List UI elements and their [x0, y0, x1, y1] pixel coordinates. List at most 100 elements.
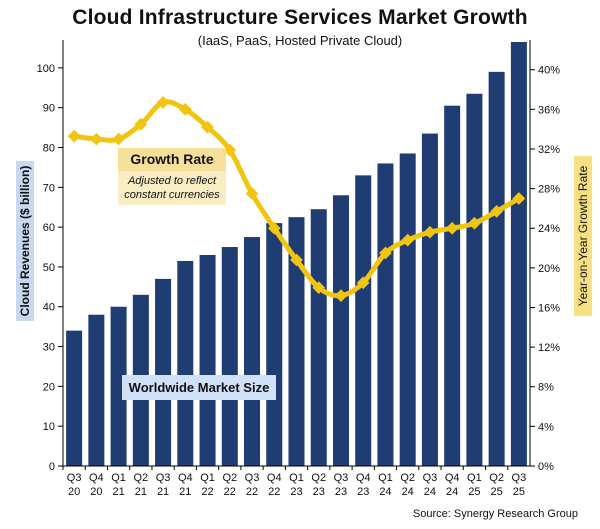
growth-rate-point [401, 233, 415, 247]
x-tick-label: Q4 [267, 472, 282, 484]
x-tick-label: 25 [513, 486, 525, 498]
x-tick-label: 22 [246, 486, 258, 498]
x-tick-label: Q3 [423, 472, 438, 484]
x-tick-label: 22 [201, 486, 213, 498]
x-tick-label: Q3 [512, 472, 527, 484]
chart-title: Cloud Infrastructure Services Market Gro… [72, 6, 528, 29]
y-tick-label: 60 [43, 222, 55, 234]
growth-rate-label: Growth Rate [118, 148, 226, 171]
bar [310, 209, 327, 466]
x-tick-label: 20 [90, 486, 102, 498]
y2-tick-label: 8% [538, 382, 554, 394]
growth-rate-point [178, 102, 192, 116]
market-size-label: Worldwide Market Size [122, 375, 276, 400]
y2-tick-label: 0% [538, 461, 554, 473]
growth-rate-point [379, 246, 392, 260]
growth-rate-point [67, 129, 81, 143]
x-tick-label: 21 [179, 486, 191, 498]
x-tick-label: 21 [157, 486, 169, 498]
growth-rate-point [312, 281, 326, 295]
x-tick-label: Q2 [222, 472, 237, 484]
x-tick-label: Q2 [133, 472, 148, 484]
x-tick-label: Q1 [200, 472, 215, 484]
x-tick-label: Q1 [111, 472, 126, 484]
y2-tick-label: 4% [538, 421, 554, 433]
bar [377, 163, 394, 466]
source-note: Source: Synergy Research Group [412, 508, 578, 520]
y-tick-label: 70 [43, 182, 55, 194]
y-axis-label-right: Year-on-Year Growth Rate [574, 156, 592, 316]
growth-rate-point [112, 132, 125, 146]
growth-rate-point [245, 187, 259, 200]
x-tick-label: Q2 [311, 472, 326, 484]
y-tick-label: 80 [43, 142, 55, 154]
y2-tick-label: 32% [538, 144, 560, 156]
x-tick-label: 20 [68, 486, 80, 498]
y-tick-label: 90 [43, 103, 55, 115]
growth-rate-note: Adjusted to reflect constant currencies [118, 171, 226, 205]
bar [88, 314, 105, 466]
y2-tick-label: 12% [538, 342, 560, 354]
x-tick-label: Q1 [467, 472, 482, 484]
x-tick-label: Q2 [489, 472, 504, 484]
growth-rate-point [223, 143, 237, 157]
y2-tick-label: 24% [538, 223, 560, 235]
growth-rate-point [201, 120, 214, 134]
growth-rate-point [445, 221, 459, 235]
growth-rate-point [89, 132, 103, 146]
x-tick-label: 24 [424, 486, 436, 498]
x-tick-label: Q2 [400, 472, 415, 484]
bar [155, 278, 172, 466]
x-tick-label: Q4 [445, 472, 460, 484]
growth-rate-point [334, 289, 348, 302]
x-tick-label: 24 [402, 486, 414, 498]
bar [221, 247, 238, 466]
x-tick-label: 25 [491, 486, 503, 498]
chart-subtitle: (IaaS, PaaS, Hosted Private Cloud) [197, 33, 403, 48]
bar [466, 93, 483, 466]
growth-rate-point [468, 216, 481, 230]
x-tick-label: 21 [135, 486, 147, 498]
x-tick-label: 24 [446, 486, 458, 498]
bar [332, 195, 349, 466]
y-tick-label: 30 [43, 342, 55, 354]
x-tick-label: 23 [335, 486, 347, 498]
y-tick-label: 20 [43, 381, 55, 393]
bar [199, 254, 216, 466]
bar [488, 71, 505, 466]
bar [110, 306, 127, 466]
growth-rate-point [356, 276, 370, 290]
y-tick-label: 40 [43, 302, 55, 314]
y-tick-label: 10 [43, 421, 55, 433]
x-tick-label: 22 [224, 486, 236, 498]
growth-rate-point [156, 96, 170, 109]
y-tick-label: 0 [49, 461, 55, 473]
x-tick-label: Q4 [356, 472, 371, 484]
y2-tick-label: 16% [538, 302, 560, 314]
x-tick-label: Q3 [156, 472, 171, 484]
bar [266, 223, 283, 466]
growth-rate-point [423, 225, 437, 239]
x-tick-label: Q1 [378, 472, 393, 484]
x-tick-label: 24 [379, 486, 391, 498]
y2-tick-label: 28% [538, 184, 560, 196]
bar [421, 133, 438, 467]
growth-rate-point [134, 117, 148, 131]
x-tick-label: 21 [112, 486, 124, 498]
x-tick-label: Q4 [89, 472, 104, 484]
y2-tick-label: 36% [538, 104, 560, 116]
y-tick-label: 50 [43, 262, 55, 274]
bar [244, 237, 261, 466]
x-tick-label: Q3 [245, 472, 260, 484]
x-tick-label: Q4 [178, 472, 193, 484]
x-tick-label: Q1 [289, 472, 304, 484]
bar [355, 175, 372, 466]
bar [177, 260, 194, 466]
bar [288, 217, 305, 466]
bar [444, 105, 461, 466]
x-tick-label: 25 [468, 486, 480, 498]
y-tick-label: 100 [37, 63, 55, 75]
x-tick-label: Q3 [67, 472, 82, 484]
